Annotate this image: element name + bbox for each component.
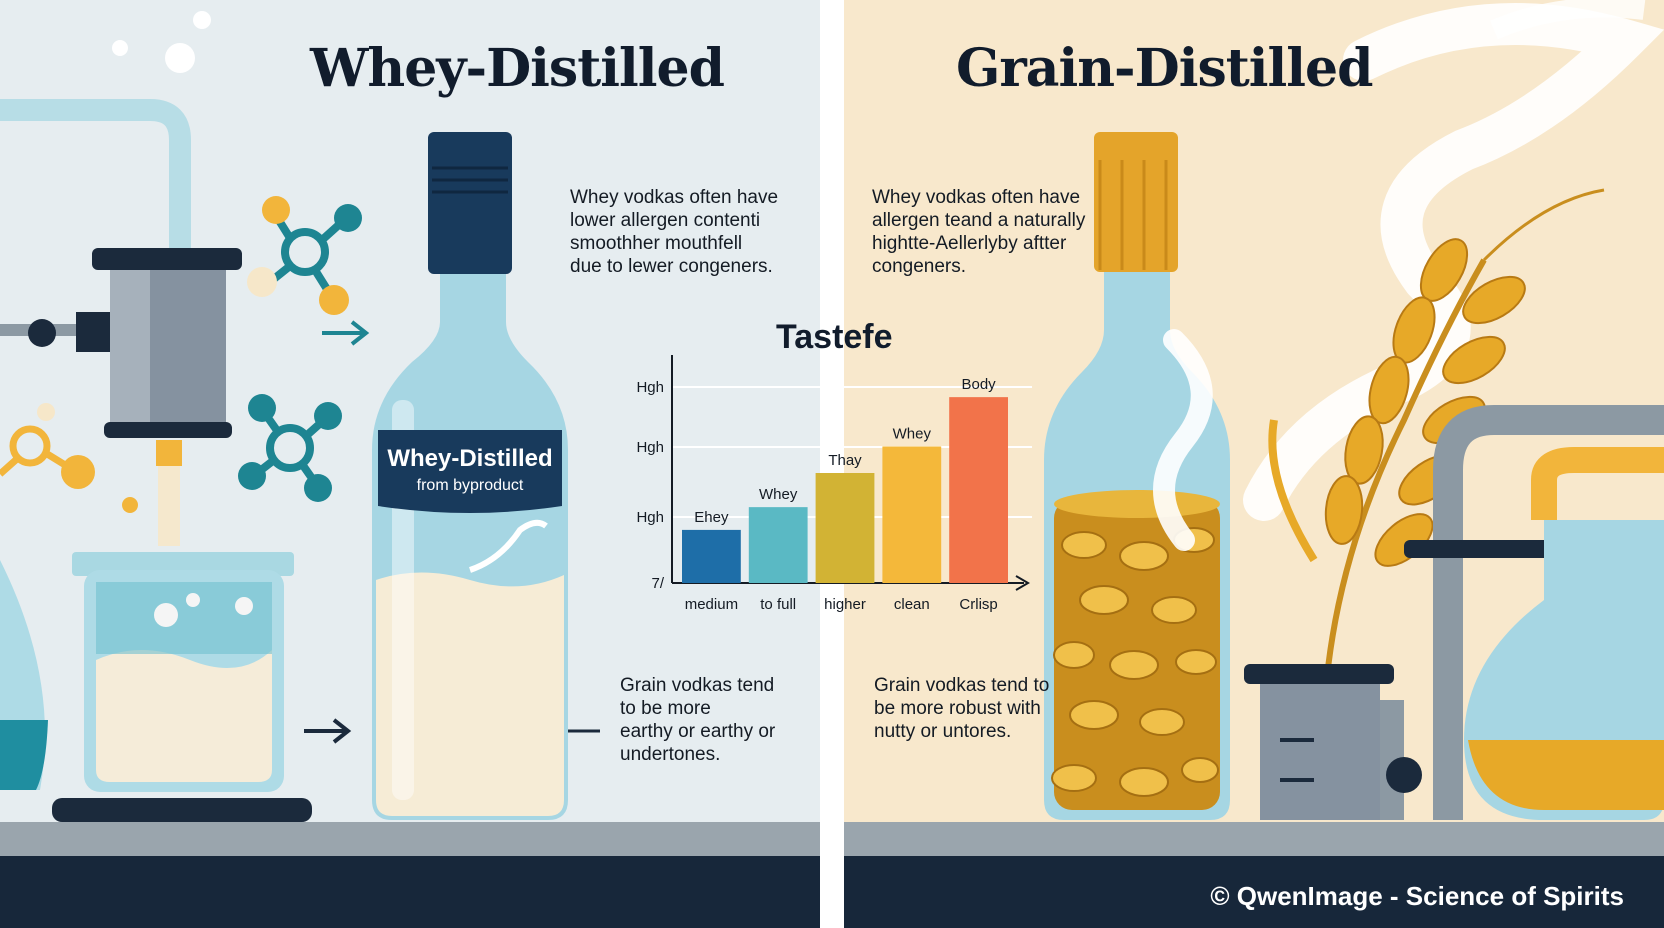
arrow-right-icon (304, 718, 352, 744)
grain-title: Grain-Distilled (956, 38, 1373, 99)
bar-label: Thay (828, 452, 862, 469)
y-tick-label: Hgh (636, 439, 664, 456)
whey-title: Whey-Distilled (310, 38, 725, 99)
bar-label: Whey (759, 486, 798, 503)
bar-label: Whey (893, 425, 932, 442)
counter-top-right (844, 822, 1664, 856)
whey-lab-illustration: Whey-Distilled from byproduct (0, 11, 600, 822)
arrow-right-icon (322, 320, 370, 346)
x-tick-label: medium (685, 596, 738, 613)
panel-divider (820, 0, 844, 928)
bottle-label (378, 430, 562, 513)
grain-lab-illustration (1044, 0, 1664, 820)
y-tick-label: 7/ (651, 575, 664, 592)
chart-bar (682, 529, 741, 583)
chart-bar (949, 397, 1008, 583)
counter-base (0, 856, 820, 928)
chart-bar (815, 473, 875, 583)
bar-label: Body (961, 376, 996, 393)
x-axis-arrow-icon (1015, 575, 1030, 591)
grain-description-center: Grain vodkas tend to be more earthy or e… (620, 675, 776, 765)
y-tick-label: Hgh (636, 379, 664, 396)
molecule-icon (253, 409, 327, 487)
molecule-icon (267, 211, 345, 297)
bottle-label-subtitle: from byproduct (417, 477, 524, 494)
x-tick-label: to full (760, 596, 796, 613)
chart-title: Tastefe (776, 318, 893, 356)
y-tick-label: Hgh (636, 509, 664, 526)
x-tick-label: Crlisp (959, 596, 997, 613)
chart-bar (882, 446, 942, 583)
chart-bar (748, 507, 808, 583)
whey-panel: Whey-Distilled from byproduct Whey-Disti… (0, 0, 820, 928)
molecule-icon (0, 425, 72, 477)
bar-label: Ehey (694, 509, 729, 526)
whey-description: Whey vodkas often have lower allergen co… (570, 187, 779, 277)
grain-description-top: Whey vodkas often have allergen teand a … (872, 187, 1086, 277)
taste-bar-chart: 7/Hgh Hgh Hgh Ehey medium Whey to full Thay high… (636, 355, 1032, 613)
counter-base-right (844, 856, 1664, 928)
x-tick-label: clean (894, 596, 930, 613)
bottle-label-title: Whey-Distilled (387, 445, 552, 472)
counter-top (0, 822, 820, 856)
x-tick-label: higher (824, 596, 866, 613)
pipe-icon (0, 99, 191, 260)
grain-description-bottom: Grain vodkas tend to be more robust with… (874, 675, 1050, 742)
credit-text: © QwenImage - Science of Spirits (1210, 881, 1624, 911)
